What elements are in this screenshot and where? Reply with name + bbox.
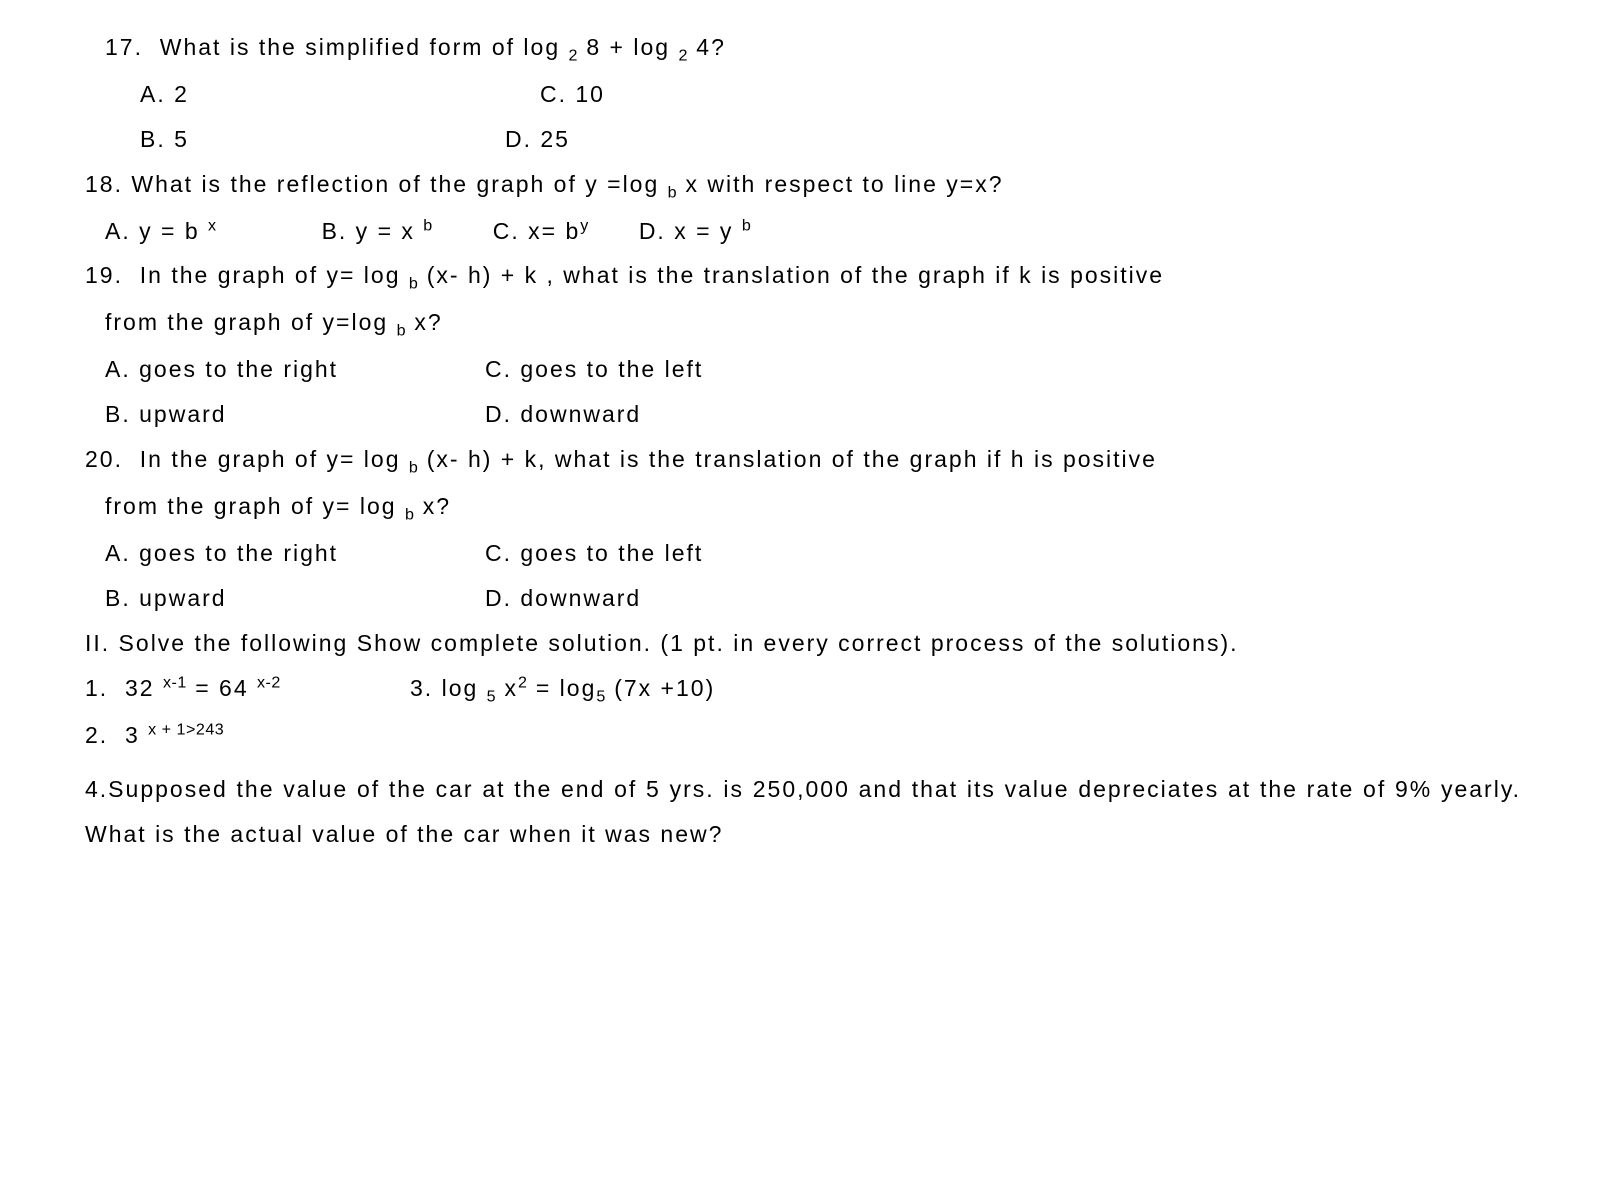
q17-opt-a: A. 2	[140, 72, 540, 117]
q20-opt-c: C. goes to the left	[485, 531, 703, 576]
q17: 17. What is the simplified form of log 2…	[85, 25, 1521, 72]
q18-text-1: What is the reflection of the graph of y…	[131, 171, 659, 197]
q20-opt-d: D. downward	[485, 576, 641, 621]
q19-opt-b: B. upward	[105, 392, 485, 437]
q20-opt-b: B. upward	[105, 576, 485, 621]
q20-text-3: (x- h) + k, what is the translation of t…	[427, 446, 1157, 472]
solve-p3: 3. log 5 x2 = log5 (7x +10)	[410, 666, 715, 713]
q19-opt-a: A. goes to the right	[105, 347, 485, 392]
spacer	[85, 757, 1521, 767]
q18-num: 18.	[85, 171, 123, 197]
q19-text-2: b	[409, 262, 427, 288]
solve-p4: 4.Supposed the value of the car at the e…	[85, 767, 1521, 857]
q19-line2: from the graph of y=log b x?	[85, 300, 1521, 347]
q20: 20. In the graph of y= log b (x- h) + k,…	[85, 437, 1521, 484]
q19-row-bd: B. upward D. downward	[85, 392, 1521, 437]
q17-num: 17.	[105, 34, 143, 60]
q18-text-3: x with respect to line y=x?	[686, 171, 1004, 197]
q17-row-bd: B. 5 D. 25	[85, 117, 1521, 162]
solve-p2: 2. 3 x + 1>243	[85, 713, 1521, 758]
q18-opt-c: C. x= by	[493, 209, 589, 254]
q17-text-3: 8 + log	[586, 34, 670, 60]
solve-p1: 1. 32 x-1 = 64 x-2	[85, 666, 410, 713]
q17-opt-c: C. 10	[540, 72, 605, 117]
q20-row-bd: B. upward D. downward	[85, 576, 1521, 621]
q19-text-1: In the graph of y= log	[140, 262, 401, 288]
q19-num: 19.	[85, 262, 123, 288]
q20-row-ac: A. goes to the right C. goes to the left	[85, 531, 1521, 576]
section2-header: II. Solve the following Show complete so…	[85, 621, 1521, 666]
q18-opt-a: A. y = b x	[105, 209, 217, 254]
q20-text-1: In the graph of y= log	[140, 446, 401, 472]
solve-row-1-3: 1. 32 x-1 = 64 x-2 3. log 5 x2 = log5 (7…	[85, 666, 1521, 713]
q17-opt-d: D. 25	[505, 117, 570, 162]
q20-num: 20.	[85, 446, 123, 472]
q20-text-2: b	[409, 446, 427, 472]
q17-opt-b: B. 5	[140, 117, 505, 162]
q17-text-5: 4?	[696, 34, 726, 60]
q19-opt-d: D. downward	[485, 392, 641, 437]
q18: 18. What is the reflection of the graph …	[85, 162, 1521, 209]
q20-line2: from the graph of y= log b x?	[85, 484, 1521, 531]
q18-opts: A. y = b x B. y = x b C. x= by D. x = y …	[85, 209, 1521, 254]
q18-opt-d: D. x = y b	[639, 209, 751, 254]
q19-row-ac: A. goes to the right C. goes to the left	[85, 347, 1521, 392]
q17-row-ac: A. 2 C. 10	[85, 72, 1521, 117]
q19-opt-c: C. goes to the left	[485, 347, 703, 392]
q17-text-4: 2	[678, 34, 687, 60]
q20-opt-a: A. goes to the right	[105, 531, 485, 576]
q19-text-3: (x- h) + k , what is the translation of …	[427, 262, 1164, 288]
q18-text-2: b	[668, 171, 677, 197]
q17-text-2: 2	[569, 34, 578, 60]
q19: 19. In the graph of y= log b (x- h) + k …	[85, 253, 1521, 300]
q18-opt-b: B. y = x b	[322, 209, 433, 254]
q17-text-1: What is the simplified form of log	[160, 34, 560, 60]
